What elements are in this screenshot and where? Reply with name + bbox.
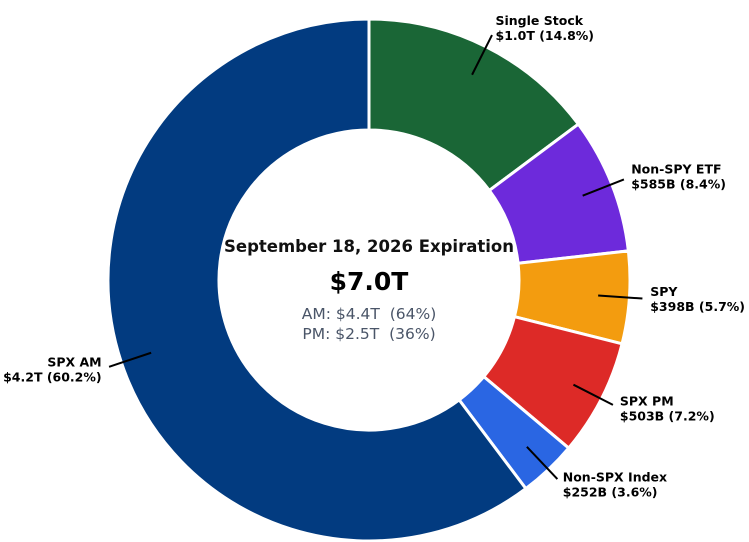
slice-labels: Single Stock $1.0T (14.8%) Non-SPY ETF $585… xyxy=(3,13,745,500)
label-value: $4.2T (60.2%) xyxy=(3,369,102,384)
label-name: Non-SPX Index xyxy=(563,470,667,485)
label-value: $398B (5.7%) xyxy=(650,299,745,314)
label-name: Single Stock xyxy=(496,13,584,28)
label-single-stock: Single Stock $1.0T (14.8%) xyxy=(496,13,595,43)
label-value: $252B (3.6%) xyxy=(563,485,658,500)
center-pm-line: PM: $2.5T (36%) xyxy=(302,325,435,343)
center-total: $7.0T xyxy=(330,267,409,296)
label-name: SPX AM xyxy=(47,354,101,369)
leader-line-non-spy-etf xyxy=(582,178,625,197)
leader-line-single-stock xyxy=(471,34,493,76)
leader-lines xyxy=(108,34,643,480)
leader-line-spx-pm xyxy=(572,383,614,406)
label-value: $1.0T (14.8%) xyxy=(496,28,595,43)
label-name: SPY xyxy=(650,284,678,299)
center-text: September 18, 2026 Expiration $7.0T AM: … xyxy=(224,237,514,343)
label-non-spy-etf: Non-SPY ETF $585B (8.4%) xyxy=(631,162,726,192)
label-spx-am: SPX AM $4.2T (60.2%) xyxy=(3,354,102,384)
label-spy: SPY $398B (5.7%) xyxy=(650,284,745,314)
label-value: $585B (8.4%) xyxy=(631,177,726,192)
leader-line-non-spx-index xyxy=(526,446,559,480)
label-name: Non-SPY ETF xyxy=(631,162,721,177)
label-value: $503B (7.2%) xyxy=(620,408,715,423)
label-name: SPX PM xyxy=(620,393,674,408)
label-spx-pm: SPX PM $503B (7.2%) xyxy=(620,393,715,423)
leader-line-spx-am xyxy=(108,351,152,368)
leader-line-spy xyxy=(598,294,643,300)
center-am-line: AM: $4.4T (64%) xyxy=(302,305,437,323)
slice-spx-am xyxy=(106,17,528,542)
label-non-spx-index: Non-SPX Index $252B (3.6%) xyxy=(563,470,667,500)
chart-title: September 18, 2026 Expiration xyxy=(224,237,514,256)
slice-single-stock xyxy=(367,17,581,193)
